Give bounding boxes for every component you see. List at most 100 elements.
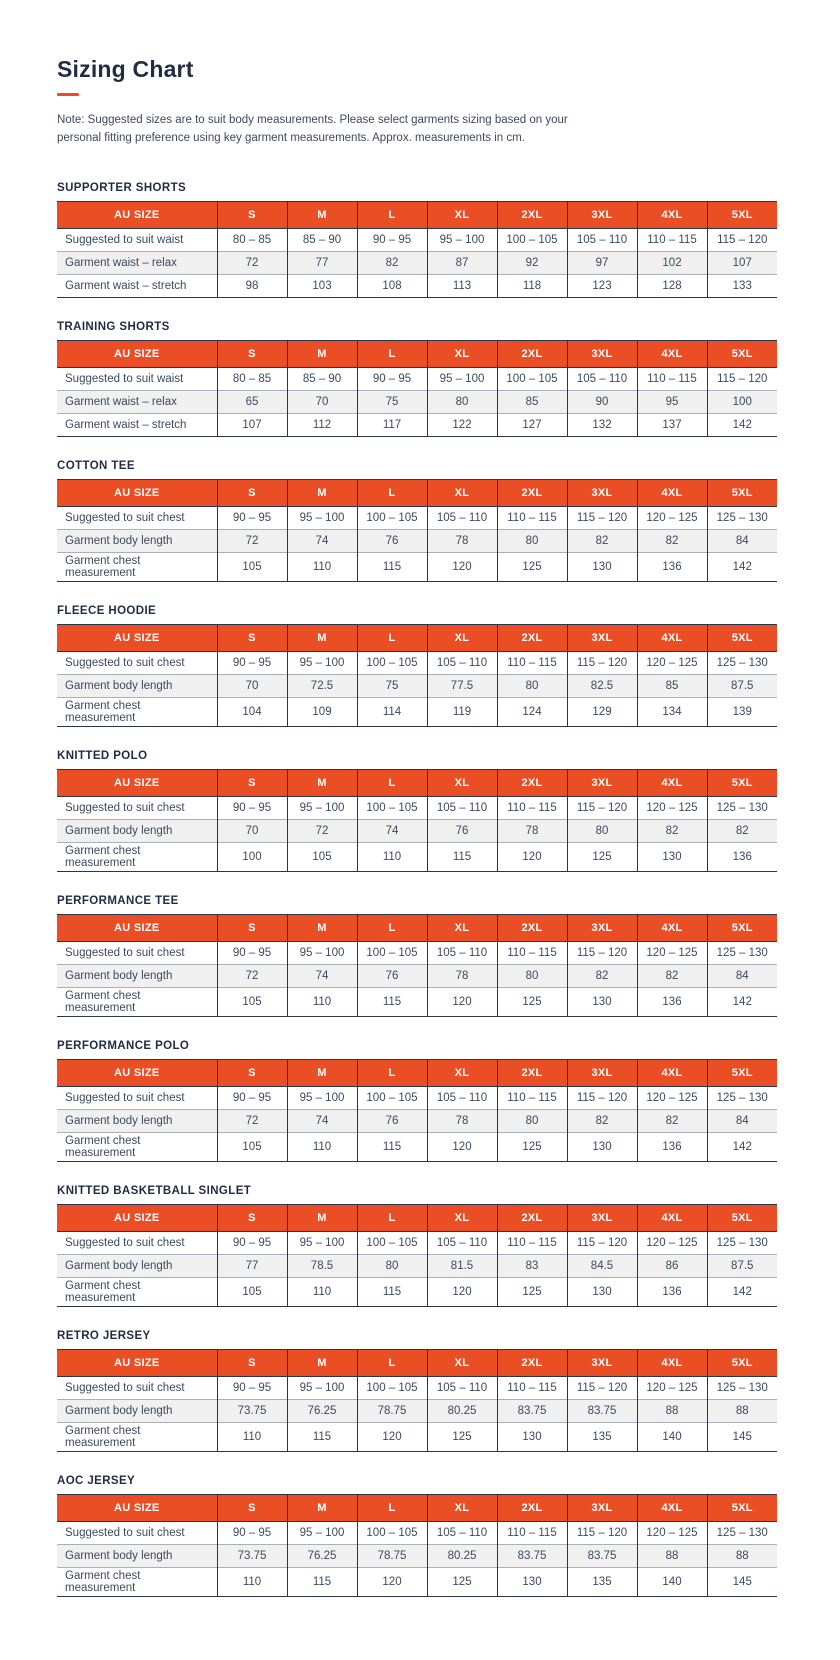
value-cell: 72 [286, 819, 357, 843]
value-cell: 90 – 95 [216, 941, 287, 965]
value-cell: 90 – 95 [356, 367, 427, 391]
size-table: AU SIZE S M L XL 2XL 3XL 4XL 5XL Suggested to sui… [57, 769, 777, 873]
table-title: PERFORMANCE POLO [57, 1040, 190, 1053]
value-cell: 120 [426, 1132, 497, 1162]
value-cell: 104 [216, 697, 287, 727]
value-cell: 123 [566, 274, 637, 298]
value-cell: 120 – 125 [636, 506, 707, 530]
row-label-cell: Garment body length [57, 1544, 217, 1568]
row-label-cell: Garment chest measurement [57, 1567, 217, 1597]
table-row: Garment chest measurement 100 105 110 115 120… [57, 842, 777, 872]
value-cell: 100 – 105 [496, 228, 567, 252]
value-cell: 128 [636, 274, 707, 298]
size-table: AU SIZE S M L XL 2XL 3XL 4XL 5XL Suggested to sui… [57, 1494, 777, 1598]
row-label-cell: Garment chest measurement [57, 1422, 217, 1452]
value-cell: 95 [636, 390, 707, 414]
value-cell: 76 [356, 529, 427, 553]
table-header-cell: 5XL [706, 201, 777, 230]
size-table: AU SIZE S M L XL 2XL 3XL 4XL 5XL Suggested to sui… [57, 201, 777, 299]
value-cell: 97 [566, 251, 637, 275]
table-row: Garment body length 70 72 74 76 78 80 82 82 [57, 819, 777, 843]
size-table-section: PERFORMANCE POLO AU SIZE S M L XL 2XL 3XL 4XL 5XL… [57, 1040, 777, 1163]
table-header-row: AU SIZE S M L XL 2XL 3XL 4XL 5XL [57, 1494, 777, 1523]
value-cell: 107 [706, 251, 777, 275]
value-cell: 125 – 130 [706, 1231, 777, 1255]
table-row: Garment body length 70 72.5 75 77.5 80 82.5 85 8… [57, 674, 777, 698]
value-cell: 70 [216, 819, 287, 843]
value-cell: 87.5 [706, 1254, 777, 1278]
table-row: Garment waist – relax 65 70 75 80 85 90 95 100 [57, 390, 777, 414]
value-cell: 125 – 130 [706, 1086, 777, 1110]
table-row: Garment body length 77 78.5 80 81.5 83 84.5 86 8… [57, 1254, 777, 1278]
value-cell: 142 [706, 552, 777, 582]
table-header-cell: M [286, 1494, 357, 1523]
value-cell: 85 [496, 390, 567, 414]
value-cell: 105 – 110 [426, 796, 497, 820]
table-header-cell: M [286, 914, 357, 943]
table-header-cell: XL [426, 1349, 497, 1378]
value-cell: 136 [706, 842, 777, 872]
table-row: Garment chest measurement 105 110 115 120 125… [57, 987, 777, 1017]
value-cell: 95 – 100 [286, 1231, 357, 1255]
table-header-cell: AU SIZE [57, 1204, 217, 1233]
value-cell: 90 – 95 [216, 1086, 287, 1110]
table-header-cell: 4XL [636, 201, 707, 230]
value-cell: 81.5 [426, 1254, 497, 1278]
value-cell: 115 [356, 1132, 427, 1162]
value-cell: 110 – 115 [496, 1521, 567, 1545]
table-row: Garment chest measurement 105 110 115 120 125… [57, 1277, 777, 1307]
value-cell: 82 [636, 964, 707, 988]
value-cell: 110 [286, 552, 357, 582]
table-header-row: AU SIZE S M L XL 2XL 3XL 4XL 5XL [57, 479, 777, 508]
value-cell: 95 – 100 [286, 1086, 357, 1110]
value-cell: 113 [426, 274, 497, 298]
value-cell: 83 [496, 1254, 567, 1278]
value-cell: 85 – 90 [286, 367, 357, 391]
table-header-cell: M [286, 769, 357, 798]
table-header-cell: XL [426, 1204, 497, 1233]
table-header-cell: XL [426, 624, 497, 653]
value-cell: 125 – 130 [706, 1521, 777, 1545]
size-table: AU SIZE S M L XL 2XL 3XL 4XL 5XL Suggested to sui… [57, 479, 777, 583]
value-cell: 83.75 [496, 1399, 567, 1423]
value-cell: 110 – 115 [636, 367, 707, 391]
value-cell: 110 – 115 [496, 796, 567, 820]
value-cell: 110 – 115 [496, 941, 567, 965]
value-cell: 122 [426, 413, 497, 437]
value-cell: 77.5 [426, 674, 497, 698]
value-cell: 82 [636, 819, 707, 843]
row-label-cell: Garment chest measurement [57, 697, 217, 727]
value-cell: 139 [706, 697, 777, 727]
value-cell: 142 [706, 1132, 777, 1162]
value-cell: 80 – 85 [216, 228, 287, 252]
value-cell: 86 [636, 1254, 707, 1278]
table-header-row: AU SIZE S M L XL 2XL 3XL 4XL 5XL [57, 1204, 777, 1233]
value-cell: 74 [356, 819, 427, 843]
value-cell: 80 [566, 819, 637, 843]
table-header-cell: 4XL [636, 479, 707, 508]
value-cell: 80 [356, 1254, 427, 1278]
table-head: AU SIZE S M L XL 2XL 3XL 4XL 5XL [57, 624, 777, 653]
value-cell: 115 – 120 [566, 1521, 637, 1545]
size-table-section: KNITTED POLO AU SIZE S M L XL 2XL 3XL 4XL 5XL Sugg… [57, 750, 777, 873]
value-cell: 78.5 [286, 1254, 357, 1278]
page-title: Sizing Chart [57, 56, 194, 82]
value-cell: 100 – 105 [356, 1086, 427, 1110]
value-cell: 120 [426, 987, 497, 1017]
table-header-cell: AU SIZE [57, 769, 217, 798]
table-head: AU SIZE S M L XL 2XL 3XL 4XL 5XL [57, 201, 777, 230]
table-header-cell: AU SIZE [57, 914, 217, 943]
table-row: Garment waist – stretch 98 103 108 113 118 123… [57, 274, 777, 298]
value-cell: 107 [216, 413, 287, 437]
value-cell: 125 [496, 1132, 567, 1162]
value-cell: 90 – 95 [356, 228, 427, 252]
table-row: Garment chest measurement 104 109 114 119 124… [57, 697, 777, 727]
value-cell: 105 – 110 [426, 941, 497, 965]
value-cell: 72 [216, 529, 287, 553]
size-table: AU SIZE S M L XL 2XL 3XL 4XL 5XL Suggested to sui… [57, 1204, 777, 1308]
table-header-cell: L [356, 914, 427, 943]
table-header-cell: 3XL [566, 201, 637, 230]
row-label-cell: Garment body length [57, 674, 217, 698]
table-row: Garment body length 72 74 76 78 80 82 82 84 [57, 964, 777, 988]
row-label-cell: Garment chest measurement [57, 552, 217, 582]
